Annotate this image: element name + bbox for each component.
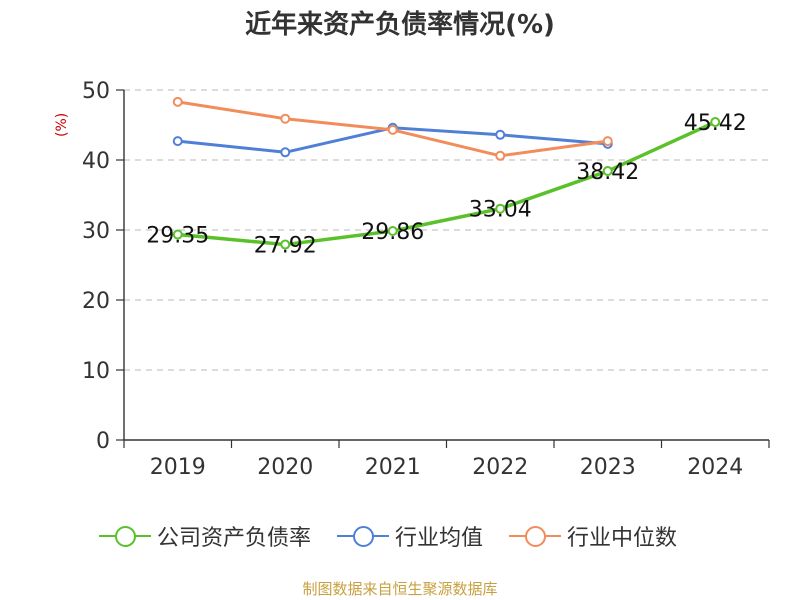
legend-item-industry-median[interactable]: 行业中位数	[505, 520, 677, 552]
data-point	[172, 229, 183, 240]
data-label: 38.42	[576, 160, 639, 185]
data-source-note: 制图数据来自恒生聚源数据库	[302, 580, 498, 598]
series-line	[177, 120, 716, 247]
legend-label-industry-median: 行业中位数	[567, 526, 678, 551]
legend-item-company[interactable]: 公司资产负债率	[95, 520, 311, 552]
data-point	[172, 96, 183, 107]
data-point	[172, 136, 183, 147]
legend-marker-company	[95, 524, 155, 548]
data-point	[280, 113, 291, 124]
data-point	[387, 225, 398, 236]
x-tick-label: 2023	[580, 455, 636, 480]
chart-title: 近年来资产负债率情况(%)	[245, 10, 555, 40]
data-point	[280, 147, 291, 158]
data-point	[495, 129, 506, 140]
y-tick-label: 10	[82, 359, 110, 384]
y-tick-label: 40	[82, 149, 110, 174]
legend-label-company: 公司资产负债率	[157, 526, 312, 551]
data-point	[495, 150, 506, 161]
axes: 0 10 20 30 40 50 2019 2020 2021 2022 2023 2024	[82, 79, 770, 480]
data-point	[602, 166, 613, 177]
series-lines	[172, 96, 721, 250]
y-tick-label: 20	[82, 289, 110, 314]
legend-label-industry-avg: 行业均值	[395, 526, 484, 551]
x-tick-label: 2024	[687, 455, 743, 480]
y-tick-label: 0	[96, 429, 110, 454]
grid-lines	[124, 89, 769, 371]
data-point	[710, 117, 721, 128]
data-point	[602, 136, 613, 147]
data-point	[280, 239, 291, 250]
x-tick-label: 2022	[472, 455, 528, 480]
data-point	[387, 124, 398, 135]
data-label: 33.04	[469, 198, 532, 223]
x-tick-label: 2020	[257, 455, 313, 480]
legend-marker-industry-median	[505, 524, 565, 548]
data-label: 29.86	[361, 220, 424, 245]
data-label: 45.42	[684, 111, 747, 136]
x-tick-label: 2019	[150, 455, 206, 480]
data-label: 27.92	[254, 234, 317, 259]
x-tick-label: 2021	[365, 455, 421, 480]
y-tick-label: 50	[82, 79, 110, 104]
legend-item-industry-avg[interactable]: 行业均值	[333, 520, 483, 552]
data-labels: 29.35 27.92 29.86 33.04 38.42 45.42	[146, 111, 746, 259]
legend: 公司资产负债率 行业均值 行业中位数	[95, 516, 775, 556]
data-point	[495, 203, 506, 214]
legend-marker-industry-avg	[333, 524, 393, 548]
y-tick-label: 30	[82, 219, 110, 244]
data-label: 29.35	[146, 224, 209, 249]
